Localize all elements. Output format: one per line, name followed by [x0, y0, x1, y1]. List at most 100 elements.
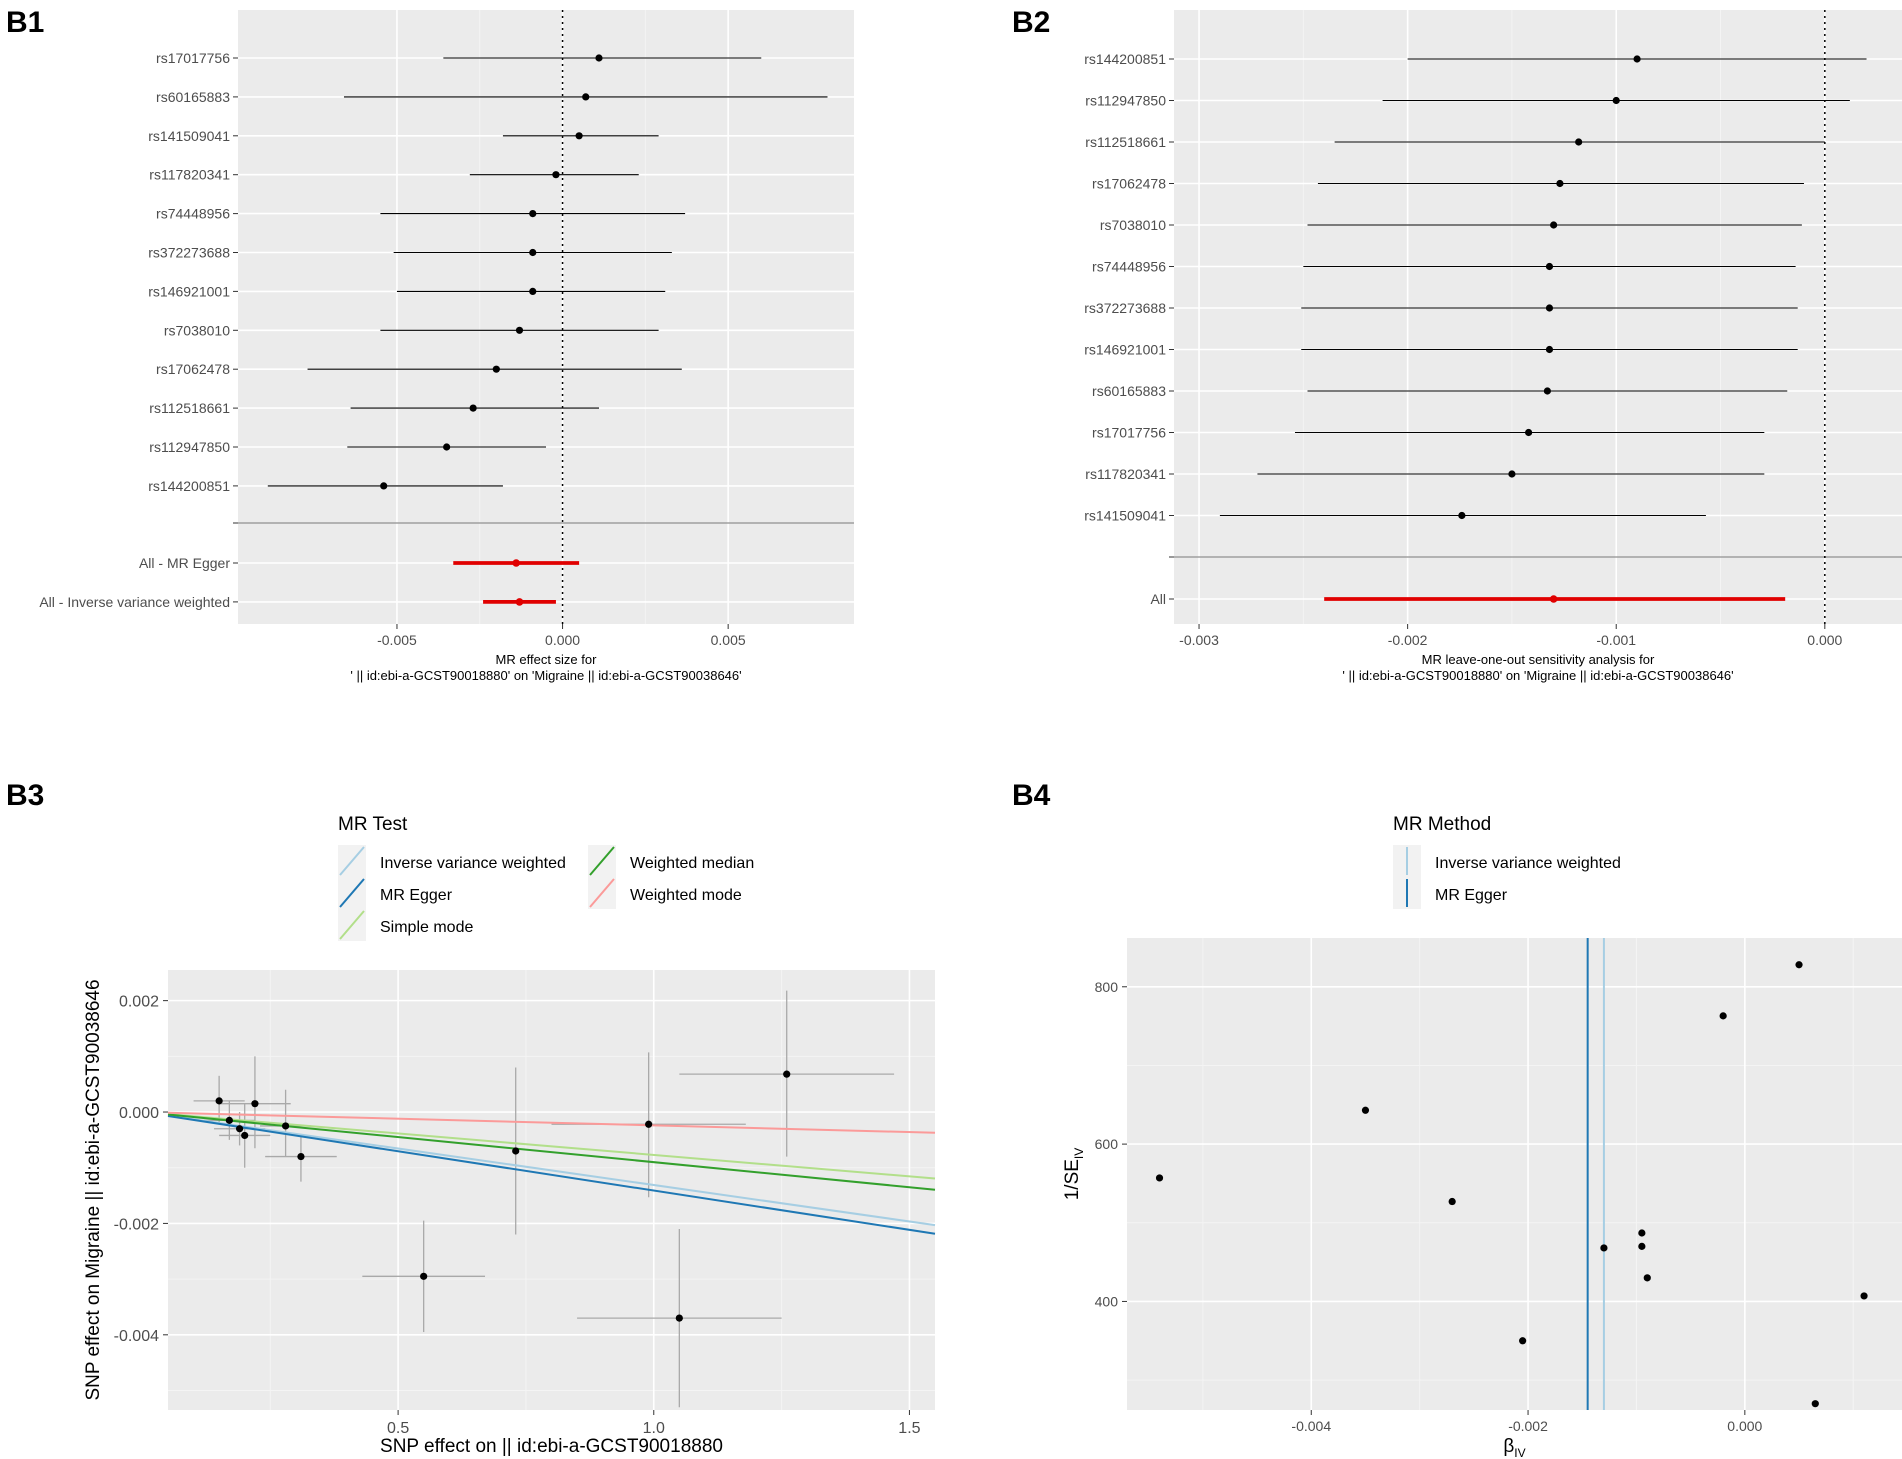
b4-x-tick-label: -0.002	[1508, 1418, 1548, 1434]
b4-x-axis-title: βIV	[1503, 1436, 1525, 1459]
b2-x-axis-title: MR leave-one-out sensitivity analysis fo…	[1422, 652, 1655, 667]
b3-legend-title: MR Test	[338, 814, 408, 835]
b3-regression-line	[167, 1114, 936, 1227]
b1-x-axis-title: MR effect size for	[496, 652, 598, 667]
panel-b1-forest-plot: -0.005 0.000 0.005 rs17017756 rs60165883 rs14…	[39, 10, 854, 683]
b1-y-tick-label: rs112518661	[149, 400, 230, 416]
b3-x-tick-label: 1.5	[898, 1420, 920, 1437]
b1-y-tick-label: rs7038010	[164, 322, 230, 338]
panel-label-b2: B2	[1012, 6, 1050, 39]
b2-x-tick-label: 0.000	[1807, 632, 1842, 648]
b2-y-tick-label: rs117820341	[1085, 466, 1166, 482]
b2-point-rs112947850	[1612, 96, 1620, 105]
b1-y-tick-label: rs117820341	[149, 167, 230, 183]
b2-y-tick-label: rs17017756	[1092, 425, 1166, 441]
b3-legend-key-line	[589, 878, 615, 908]
b3-y-tick-label: -0.004	[114, 1328, 159, 1345]
b1-summary-label: All - MR Egger	[139, 555, 230, 571]
b4-y-axis-title-main: 1/SE	[1062, 1159, 1083, 1200]
b1-y-tick-label: rs60165883	[156, 89, 230, 105]
panel-label-b1: B1	[6, 6, 44, 39]
b3-data-point	[420, 1272, 428, 1280]
b1-point-rs60165883	[582, 93, 590, 101]
b1-y-tick-label: rs17017756	[156, 50, 230, 66]
b1-summary-point	[515, 598, 524, 606]
b3-legend-key-line	[339, 846, 365, 876]
b3-legend-label: Weighted mode	[630, 887, 742, 904]
b4-data-point	[1361, 1106, 1370, 1114]
b3-legend-key-line	[589, 846, 615, 876]
b1-point-rs141509041	[575, 132, 583, 140]
b2-point-rs117820341	[1508, 470, 1516, 478]
b4-data-point	[1448, 1197, 1456, 1206]
b1-y-tick-label: rs141509041	[148, 128, 230, 144]
b3-data-point	[241, 1131, 249, 1140]
b2-y-tick-label: rs144200851	[1084, 51, 1166, 67]
b1-point-rs112518661	[469, 404, 477, 412]
b3-regression-line	[167, 1113, 936, 1180]
b2-point-rs7038010	[1550, 221, 1558, 229]
b4-data-point	[1600, 1244, 1608, 1252]
b1-point-rs17017756	[595, 54, 603, 62]
b3-data-point	[235, 1125, 244, 1133]
b1-point-rs7038010	[515, 326, 524, 334]
b2-y-tick-label: rs141509041	[1084, 508, 1166, 524]
b2-panel-background	[1174, 10, 1902, 624]
b1-point-rs17062478	[492, 365, 500, 373]
b2-point-rs144200851	[1633, 55, 1641, 63]
b1-y-tick-label: rs144200851	[148, 478, 230, 494]
b4-x-axis-title-subscript: IV	[1514, 1446, 1525, 1459]
b2-y-tick-label: rs7038010	[1100, 217, 1166, 233]
b3-legend-label: Simple mode	[380, 919, 473, 936]
b3-legend-label: MR Egger	[380, 887, 453, 904]
b3-data-point	[215, 1097, 223, 1105]
panel-b2-leave-one-out-plot: -0.003 -0.002 -0.001 0.000 rs144200851 rs1129…	[1084, 10, 1902, 683]
b3-data-point	[282, 1122, 290, 1130]
b4-legend-title: MR Method	[1393, 814, 1491, 835]
b2-point-rs146921001	[1545, 345, 1554, 354]
b2-y-tick-label: rs60165883	[1092, 383, 1166, 399]
b3-regression-line	[167, 1113, 936, 1191]
b4-data-point	[1811, 1400, 1819, 1408]
b3-x-tick-label: 1.0	[643, 1420, 665, 1437]
b1-y-tick-label: rs112947850	[149, 439, 230, 455]
b1-y-tick-label: rs372273688	[148, 245, 230, 261]
b2-x-tick-label: -0.002	[1388, 632, 1428, 648]
b4-panel-background	[1127, 938, 1902, 1410]
b4-data-point	[1795, 961, 1803, 969]
b3-data-point	[675, 1314, 683, 1322]
b1-y-tick-label: rs17062478	[156, 361, 230, 377]
b3-y-tick-label: -0.002	[114, 1216, 159, 1233]
b4-x-tick-label: 0.000	[1727, 1418, 1762, 1434]
b3-y-axis-title: SNP effect on Migraine || id:ebi-a-GCST9…	[83, 979, 104, 1400]
b4-y-axis-title: 1/SEIV	[1062, 1148, 1086, 1201]
b4-data-point	[1860, 1292, 1868, 1300]
b4-data-point	[1638, 1242, 1646, 1250]
b2-point-rs112518661	[1575, 138, 1583, 146]
b3-y-tick-label: 0.000	[119, 1105, 159, 1122]
b3-y-tick-label: 0.002	[119, 994, 159, 1011]
b2-point-rs372273688	[1545, 304, 1554, 312]
b4-y-tick-label: 800	[1095, 979, 1119, 995]
b3-regression-line	[167, 1114, 936, 1235]
b3-legend-key-line	[339, 910, 365, 940]
b2-y-tick-label: rs372273688	[1084, 300, 1166, 316]
b1-panel-background	[238, 10, 854, 624]
b3-data-point	[297, 1152, 305, 1161]
b1-point-rs372273688	[529, 248, 537, 257]
b3-legend-label: Inverse variance weighted	[380, 855, 566, 872]
b3-data-point	[512, 1147, 520, 1155]
b2-point-rs141509041	[1458, 511, 1466, 520]
b1-x-tick-label: 0.000	[545, 632, 580, 648]
b1-point-rs117820341	[552, 171, 560, 179]
b1-point-rs112947850	[443, 443, 451, 451]
b1-x-tick-label: 0.005	[711, 632, 746, 648]
b4-data-point	[1643, 1274, 1651, 1282]
b3-legend-label: Weighted median	[630, 855, 754, 872]
b3-x-axis-title: SNP effect on || id:ebi-a-GCST90018880	[380, 1436, 723, 1457]
b4-data-point	[1155, 1174, 1164, 1182]
b1-point-rs144200851	[380, 482, 388, 490]
b1-y-tick-label: rs146921001	[148, 283, 230, 299]
